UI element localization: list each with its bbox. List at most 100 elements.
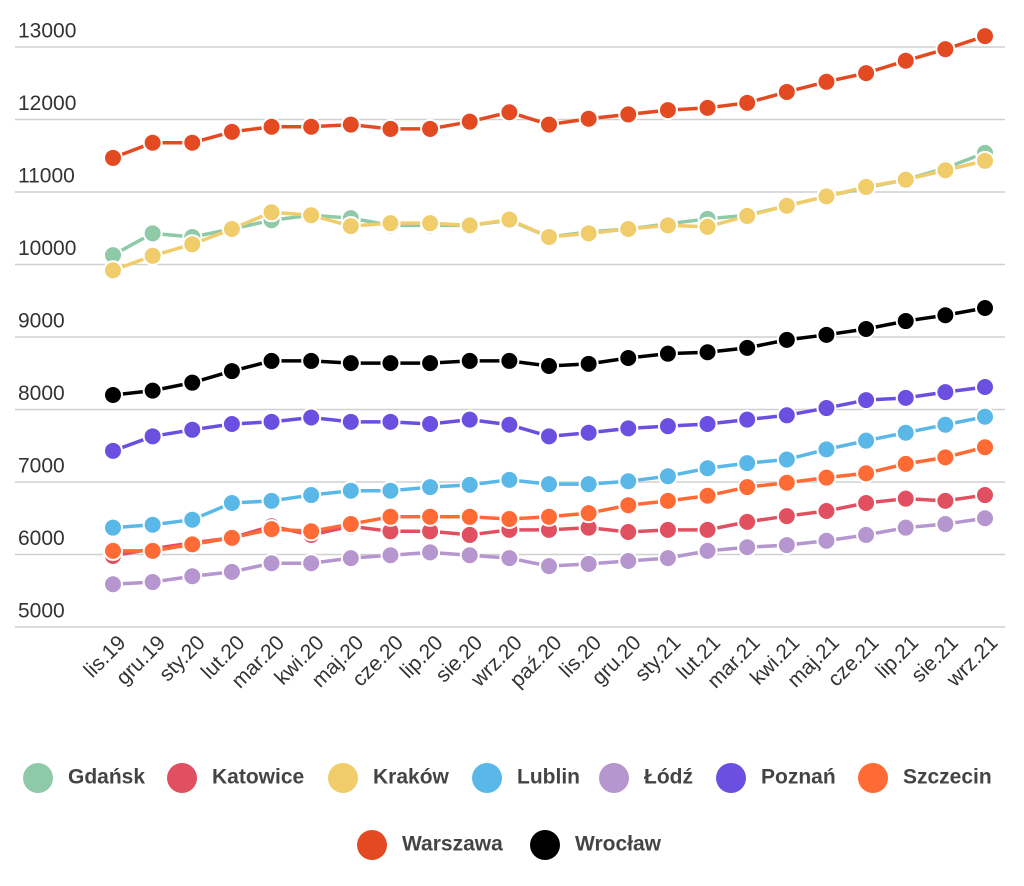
data-point xyxy=(776,506,797,527)
data-point xyxy=(340,114,361,135)
legend-item: Łódź xyxy=(599,763,693,793)
x-tick-label: sty.20 xyxy=(155,631,210,686)
data-point xyxy=(935,447,956,468)
data-point xyxy=(182,132,203,153)
data-point xyxy=(975,377,995,398)
data-point xyxy=(895,453,916,474)
data-point xyxy=(340,216,361,237)
data-point xyxy=(261,553,282,574)
data-point xyxy=(142,540,163,561)
data-point xyxy=(340,411,361,432)
legend-label: Gdańsk xyxy=(68,766,145,789)
y-tick-label: 12000 xyxy=(18,92,76,115)
data-point xyxy=(856,493,877,514)
data-point xyxy=(103,440,123,461)
data-point xyxy=(895,387,916,408)
data-point xyxy=(618,471,639,492)
legend-item: Poznań xyxy=(716,763,836,793)
data-point xyxy=(578,422,599,443)
data-point xyxy=(975,437,995,458)
data-point xyxy=(539,556,559,577)
legend-label: Warszawa xyxy=(402,833,503,856)
data-point xyxy=(499,414,520,435)
data-point xyxy=(103,574,123,595)
legend-item: Katowice xyxy=(167,763,304,793)
data-point xyxy=(816,398,837,419)
legend-label: Kraków xyxy=(373,766,450,789)
data-point xyxy=(459,524,480,545)
data-point xyxy=(657,343,678,364)
data-point xyxy=(221,361,242,382)
data-point xyxy=(301,521,322,542)
data-point xyxy=(895,50,916,71)
data-point xyxy=(816,186,837,207)
legend-item: Lublin xyxy=(472,763,580,793)
y-tick-label: 8000 xyxy=(18,382,65,405)
data-point xyxy=(776,472,797,493)
data-point xyxy=(103,517,123,538)
data-point xyxy=(776,449,797,470)
data-point xyxy=(182,234,203,255)
data-point xyxy=(459,545,480,566)
data-point xyxy=(221,414,242,434)
data-point xyxy=(697,485,718,506)
legend-marker xyxy=(23,763,53,793)
data-point xyxy=(856,63,877,84)
data-point xyxy=(459,409,480,430)
data-point xyxy=(459,350,480,371)
data-point xyxy=(182,509,203,530)
data-point xyxy=(816,439,837,460)
data-point xyxy=(539,506,559,527)
data-point xyxy=(895,422,916,443)
data-point xyxy=(776,195,797,216)
data-point xyxy=(856,319,877,340)
data-point xyxy=(459,215,480,236)
data-point xyxy=(975,485,995,506)
y-tick-label: 13000 xyxy=(18,20,76,43)
data-point xyxy=(340,480,361,501)
data-point xyxy=(142,572,163,593)
data-point xyxy=(499,508,520,529)
data-point xyxy=(856,176,877,197)
data-point xyxy=(657,519,678,540)
legend-label: Łódź xyxy=(644,766,693,789)
data-point xyxy=(261,411,282,432)
data-point xyxy=(420,118,441,139)
data-point xyxy=(539,426,559,447)
y-tick-label: 9000 xyxy=(18,310,65,333)
data-point xyxy=(499,469,520,490)
legend-marker xyxy=(167,763,197,793)
data-point xyxy=(816,530,837,551)
data-point xyxy=(380,213,401,234)
y-tick-label: 11000 xyxy=(18,165,75,188)
legend-item: Wrocław xyxy=(530,830,662,860)
data-point xyxy=(935,514,956,535)
data-point xyxy=(737,477,758,498)
legend-marker xyxy=(530,830,560,860)
data-point xyxy=(618,522,639,543)
legend-label: Szczecin xyxy=(903,766,992,789)
data-point xyxy=(340,353,361,374)
data-point xyxy=(737,92,758,113)
data-point xyxy=(142,223,163,244)
data-point xyxy=(697,97,718,118)
legend-marker xyxy=(357,830,387,860)
y-tick-label: 6000 xyxy=(18,527,65,550)
data-point xyxy=(697,458,718,479)
data-point xyxy=(142,132,163,153)
data-point xyxy=(737,511,758,532)
legend-marker xyxy=(472,763,502,793)
data-point xyxy=(420,414,441,434)
data-point xyxy=(578,474,599,495)
legend-label: Wrocław xyxy=(575,833,662,856)
legend-label: Poznań xyxy=(761,766,836,789)
data-point xyxy=(737,537,758,558)
data-point xyxy=(975,406,995,427)
y-tick-label: 5000 xyxy=(18,600,65,623)
data-point xyxy=(261,350,282,371)
data-point xyxy=(657,466,678,487)
data-point xyxy=(618,218,639,239)
data-point xyxy=(935,382,956,403)
data-point xyxy=(420,213,441,234)
